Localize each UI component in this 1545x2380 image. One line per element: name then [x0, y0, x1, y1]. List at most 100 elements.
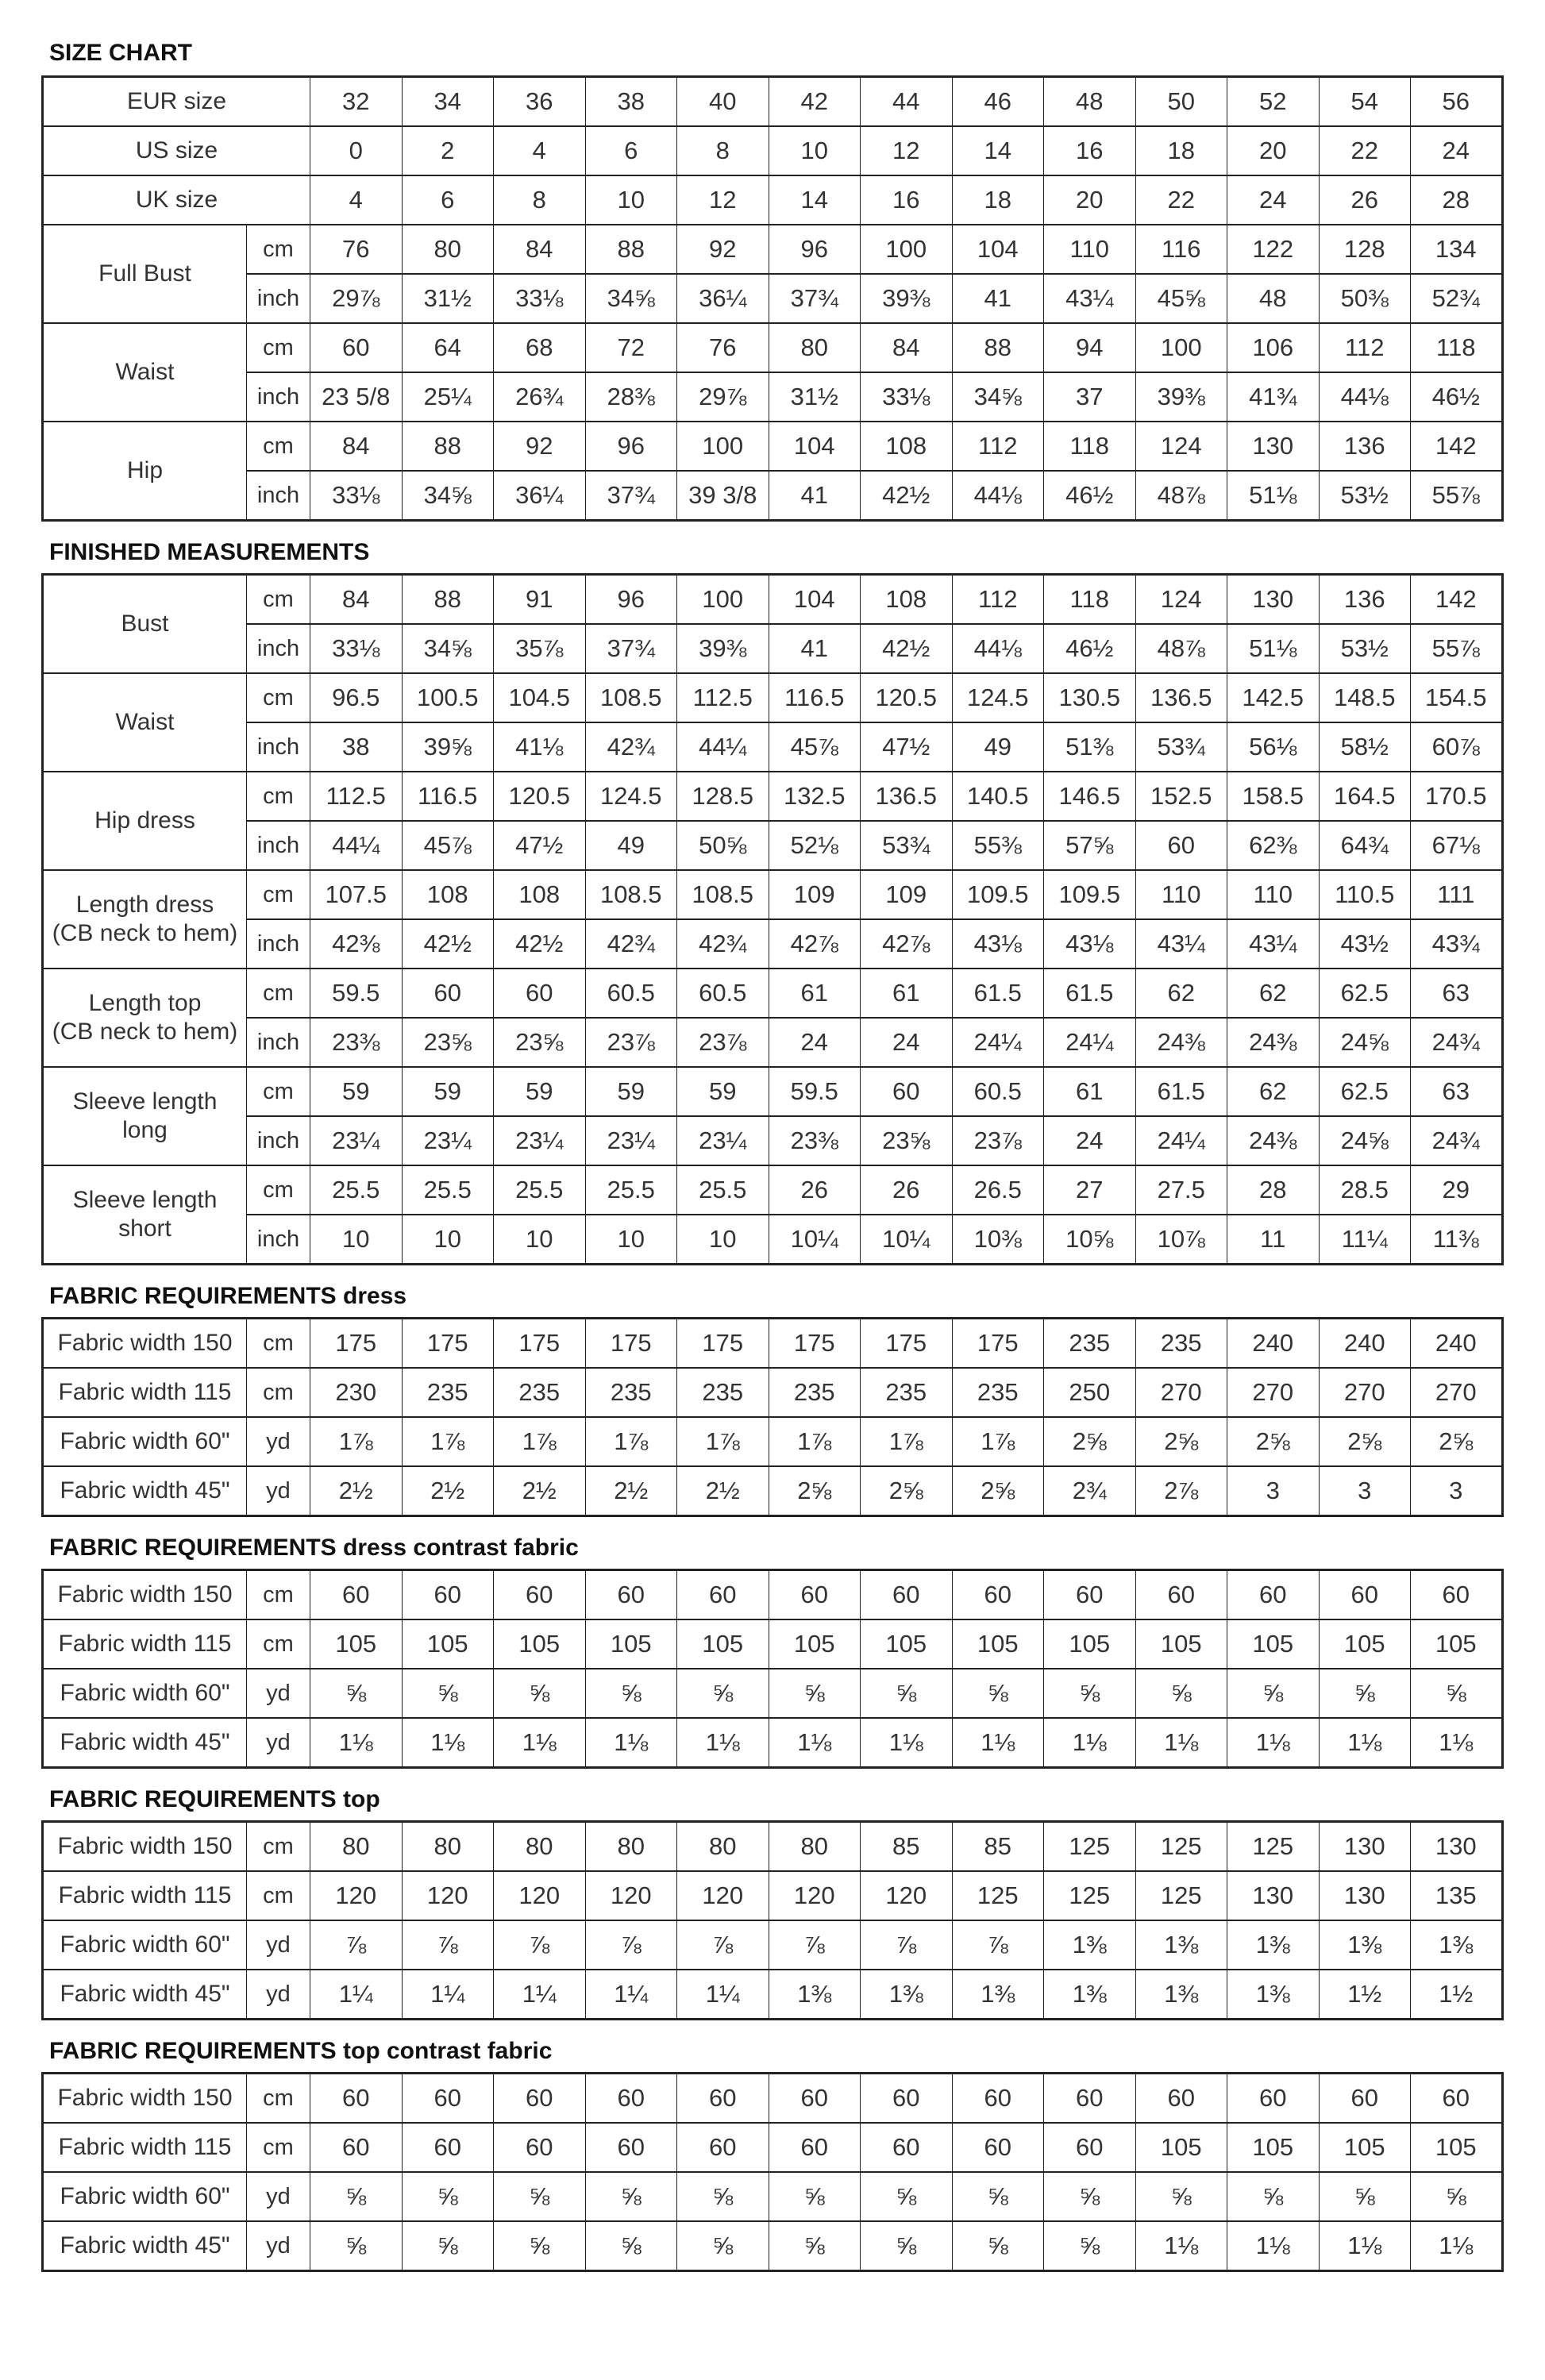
- value-cell: 109.5: [1043, 869, 1136, 920]
- value-cell: 84: [310, 421, 403, 472]
- value-cell: 39⅜: [676, 623, 769, 674]
- value-cell: 63: [1410, 968, 1503, 1019]
- value-cell: 60: [1135, 820, 1227, 871]
- value-cell: 60: [860, 2122, 953, 2173]
- value-cell: 61.5: [1043, 968, 1136, 1019]
- value-cell: 80: [401, 1820, 494, 1872]
- value-cell: 1⅛: [1410, 1717, 1503, 1769]
- section-title: FABRIC REQUIREMENTS top: [49, 1786, 380, 1812]
- value-cell: 2⅝: [1227, 1416, 1320, 1467]
- value-cell: 60: [584, 2122, 677, 2173]
- value-cell: 45⅝: [1135, 273, 1227, 324]
- value-cell: 60: [860, 1569, 953, 1620]
- value-cell: 27.5: [1135, 1165, 1227, 1215]
- value-cell: 130: [1227, 421, 1320, 472]
- table-row: Fabric width 150 cm 80 80 80 80 80 80 85 85 125 125…: [42, 1820, 1503, 1872]
- value-cell: 60: [401, 2072, 494, 2124]
- value-cell: 1⅛: [310, 1717, 403, 1769]
- value-cell: 1½: [1410, 1969, 1503, 2020]
- value-cell: 116: [1135, 224, 1227, 275]
- value-cell: 3: [1227, 1465, 1320, 1517]
- value-cell: 33⅛: [310, 470, 403, 522]
- value-cell: 1⅜: [768, 1969, 861, 2020]
- value-cell: 68: [493, 322, 586, 373]
- value-cell: 60: [310, 1569, 403, 1620]
- table-row: Fabric width 115 cm 105 105 105 105 105 105 105 1…: [42, 1619, 1503, 1669]
- value-cell: 235: [493, 1367, 586, 1418]
- value-cell: 128.5: [676, 771, 769, 822]
- value-cell: 110: [1043, 224, 1136, 275]
- value-cell: 124.5: [951, 672, 1044, 723]
- value-cell: ⅞: [584, 1920, 677, 1970]
- unit-cell: yd: [246, 1969, 310, 2020]
- table-row: Hip dress cm 112.5 116.5 120.5 124.5 128.5 132.…: [42, 771, 1503, 871]
- value-cell: 41⅛: [493, 722, 586, 772]
- unit-cell: inch: [246, 470, 310, 522]
- value-cell: 60: [493, 968, 586, 1019]
- value-cell: 16: [1043, 125, 1136, 176]
- table-row: EUR size 32 34 36 38 40 42 44 46 48 50 52 54 56: [42, 75, 1503, 127]
- table-row: Fabric width 45" yd 2½ 2½ 2½ 2½ 2½ 2⅝ 2⅝ 2⅝ 2¾ 2⅞ 3 3…: [42, 1465, 1503, 1517]
- value-cell: 175: [310, 1317, 403, 1369]
- table-row: inch 23⅜ 23⅝ 23⅝ 23⅞ 23⅞ 24 24 24¼ 24¼ 24⅜ 24⅜ 24⅝ 24…: [43, 1017, 1503, 1068]
- row-label: Fabric width 45": [42, 2220, 247, 2272]
- value-cell: 62: [1135, 968, 1227, 1019]
- value-cell: 24¾: [1410, 1017, 1503, 1068]
- value-cell: ⅝: [951, 2171, 1044, 2222]
- measurement-table: Fabric width 150 cm 80 80 80 80 80 80 85 85 125 125…: [41, 1820, 1504, 2020]
- table-row: Length dress (CB neck to hem) cm 107.5 108 1…: [42, 869, 1503, 969]
- table-row: Sleeve length long cm 59 59 59 59 59 59.5 60 60.5…: [42, 1066, 1503, 1166]
- value-cell: 105: [1135, 1619, 1227, 1669]
- value-cell: 2½: [584, 1465, 677, 1517]
- value-cell: 235: [1043, 1317, 1136, 1369]
- unit-cell: yd: [246, 2171, 310, 2222]
- section-title: FINISHED MEASUREMENTS: [49, 539, 370, 565]
- value-cell: 84: [493, 224, 586, 275]
- table-row: Waist cm 96.5 100.5 104.5 108.5 112.5 116.5 120.…: [42, 672, 1503, 772]
- value-cell: 60: [401, 2122, 494, 2173]
- row-label: Fabric width 115: [42, 1619, 247, 1669]
- value-cell: 23⅜: [768, 1115, 861, 1166]
- value-cell: 105: [1227, 2122, 1320, 2173]
- measurement-table: Fabric width 150 cm 60 60 60 60 60 60 60 60 60 60 60…: [41, 1569, 1504, 1769]
- value-cell: 270: [1318, 1367, 1411, 1418]
- value-cell: ⅝: [768, 2171, 861, 2222]
- value-cell: 122: [1227, 224, 1320, 275]
- value-cell: 23⅝: [401, 1017, 494, 1068]
- value-cell: 48: [1227, 273, 1320, 324]
- value-cell: ⅝: [493, 2220, 586, 2272]
- value-cell: 20: [1227, 125, 1320, 176]
- value-cell: ⅞: [860, 1920, 953, 1970]
- value-cell: 1⅜: [1135, 1920, 1227, 1970]
- value-cell: 1¼: [401, 1969, 494, 2020]
- value-cell: 29⅞: [310, 273, 403, 324]
- value-cell: 24⅜: [1135, 1017, 1227, 1068]
- value-cell: 3: [1318, 1465, 1411, 1517]
- value-cell: 31½: [401, 273, 494, 324]
- value-cell: 25.5: [584, 1165, 677, 1215]
- value-cell: 39⅜: [1135, 372, 1227, 422]
- unit-cell: cm: [246, 322, 310, 373]
- table-row: Hip cm 84 88 92 96 100 104 108 112 118 124 130 136 142: [42, 421, 1503, 522]
- value-cell: 60: [768, 1569, 861, 1620]
- value-cell: 80: [676, 1820, 769, 1872]
- row-label: Hip: [42, 421, 247, 522]
- value-cell: 120: [584, 1870, 677, 1921]
- value-cell: ⅝: [860, 2171, 953, 2222]
- value-cell: 170.5: [1410, 771, 1503, 822]
- value-cell: 1⅞: [493, 1416, 586, 1467]
- value-cell: 42: [768, 75, 861, 127]
- value-cell: 76: [310, 224, 403, 275]
- value-cell: 60: [676, 1569, 769, 1620]
- value-cell: 1⅛: [1227, 2220, 1320, 2272]
- value-cell: 128: [1318, 224, 1411, 275]
- value-cell: 18: [1135, 125, 1227, 176]
- value-cell: 24: [768, 1017, 861, 1068]
- value-cell: ⅝: [310, 2171, 403, 2222]
- value-cell: ⅝: [676, 1668, 769, 1719]
- value-cell: 42⅜: [310, 918, 403, 969]
- value-cell: 59: [401, 1066, 494, 1117]
- value-cell: 118: [1043, 573, 1136, 625]
- value-cell: 148.5: [1318, 672, 1411, 723]
- value-cell: ⅝: [768, 1668, 861, 1719]
